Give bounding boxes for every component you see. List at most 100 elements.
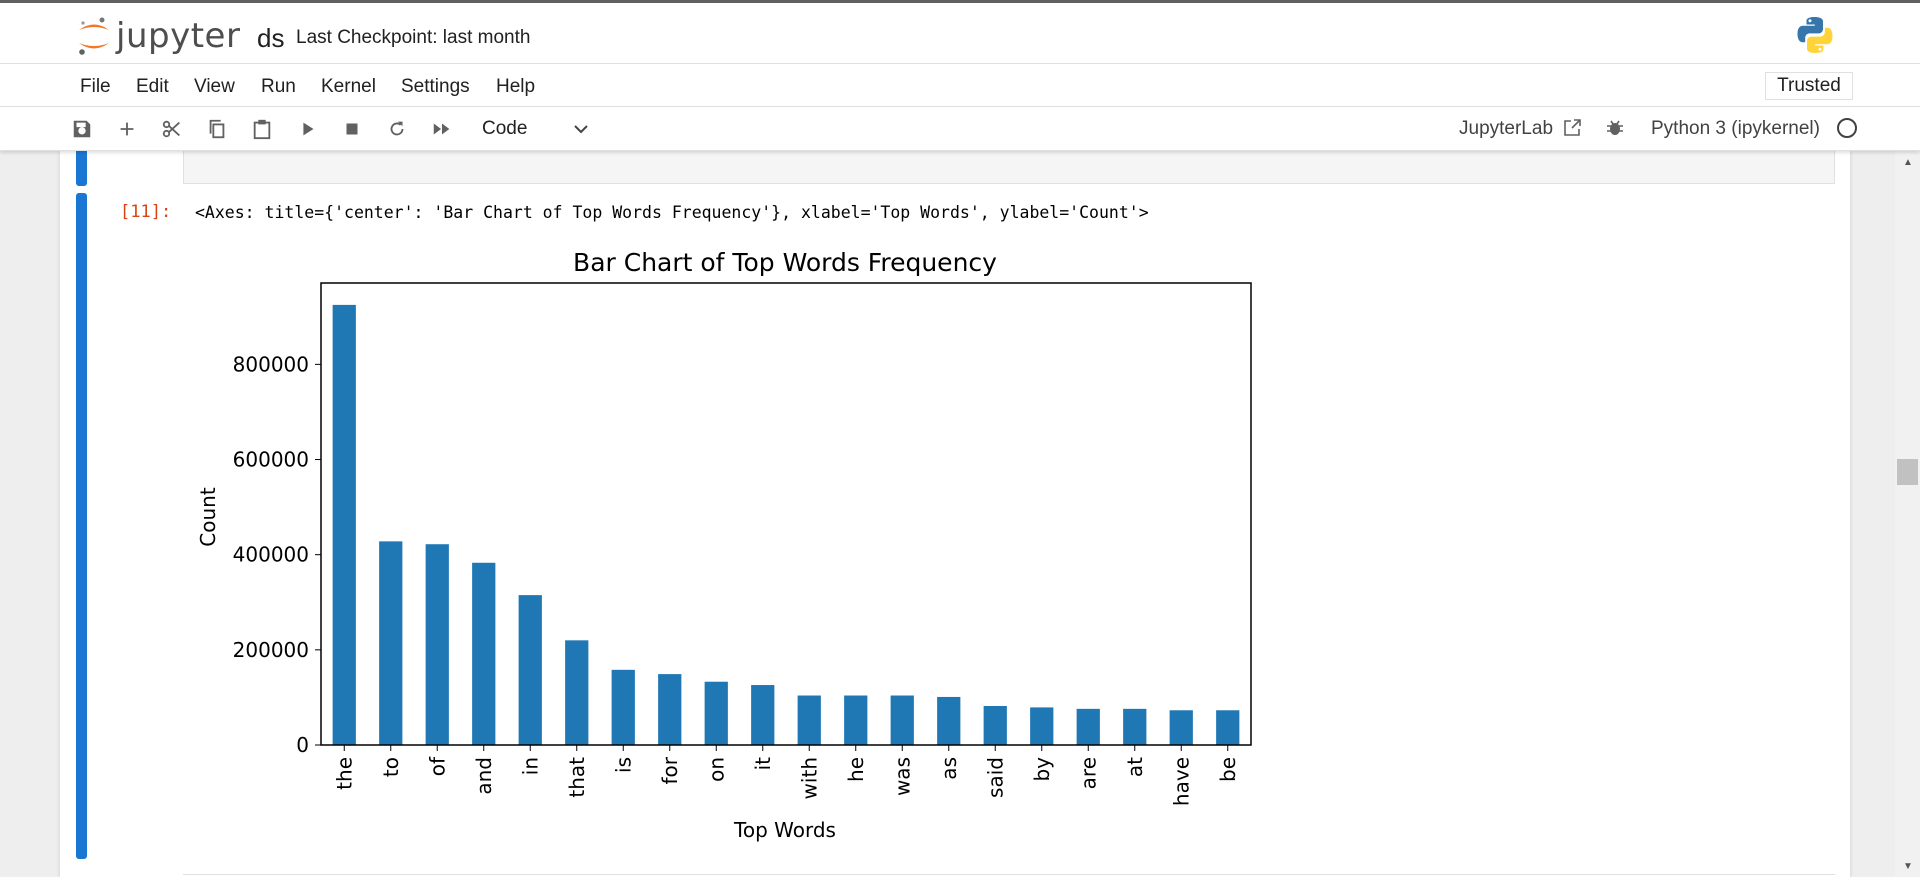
save-icon: [73, 120, 91, 138]
bar-of: [425, 544, 449, 745]
x-tick-label: of: [425, 756, 449, 776]
scroll-down-arrow[interactable]: ▼: [1903, 861, 1913, 872]
jupyterlab-link[interactable]: JupyterLab: [1459, 118, 1554, 139]
bar-and: [472, 562, 496, 745]
scrollbar-thumb[interactable]: [1897, 459, 1918, 485]
bar-the: [332, 304, 356, 745]
copy-icon: [209, 119, 225, 139]
cell-type-value: Code: [482, 118, 528, 139]
x-tick-label: and: [472, 757, 496, 795]
y-tick-label: 800000: [233, 352, 309, 376]
bar-to: [379, 541, 403, 745]
menu-settings[interactable]: Settings: [401, 76, 470, 97]
scissors-icon: [162, 120, 180, 138]
bar-have: [1169, 710, 1193, 745]
save-button[interactable]: [68, 115, 96, 143]
checkpoint-status: Last Checkpoint: last month: [296, 27, 531, 48]
copy-button[interactable]: [203, 115, 231, 143]
output-text: <Axes: title={'center': 'Bar Chart of To…: [195, 203, 1149, 222]
x-tick-label: with: [797, 757, 821, 799]
paste-icon: [253, 119, 271, 140]
cell-type-select[interactable]: Code: [470, 115, 600, 143]
kernel-name[interactable]: Python 3 (ipykernel): [1651, 118, 1820, 139]
debugger-bug-icon[interactable]: [1605, 118, 1625, 138]
cut-button[interactable]: [158, 115, 186, 143]
interrupt-button[interactable]: [338, 115, 366, 143]
paste-button[interactable]: [248, 115, 276, 143]
previous-cell-collapser[interactable]: [76, 151, 87, 186]
x-tick-label: on: [704, 757, 728, 782]
bar-at: [1123, 708, 1147, 745]
menu-kernel[interactable]: Kernel: [321, 76, 376, 97]
header-bar: jupyter ds Last Checkpoint: last month: [0, 0, 1920, 64]
bar-for: [658, 674, 682, 745]
x-tick-label: to: [379, 757, 403, 777]
jupyter-logo-icon: [79, 17, 109, 55]
x-tick-label: was: [890, 757, 914, 796]
x-tick-label: for: [658, 756, 682, 784]
x-tick-label: as: [937, 757, 961, 780]
cell-collapser[interactable]: [76, 193, 87, 859]
bar-be: [1216, 710, 1240, 745]
bar-as: [937, 696, 961, 745]
plus-icon: [120, 122, 134, 136]
run-button[interactable]: [294, 115, 322, 143]
bar-chart: Bar Chart of Top Words Frequency Count T…: [196, 248, 1252, 842]
menu-help[interactable]: Help: [496, 76, 536, 97]
menu-file[interactable]: File: [80, 76, 111, 97]
kernel-status-icon: [1837, 118, 1857, 138]
scrollbar-track[interactable]: [1895, 151, 1920, 877]
bar-by: [1030, 707, 1054, 745]
y-tick-label: 200000: [233, 638, 309, 662]
trusted-indicator[interactable]: Trusted: [1765, 72, 1853, 100]
menu-view[interactable]: View: [194, 76, 235, 97]
output-prompt: [11]:: [120, 202, 172, 222]
y-tick-label: 600000: [233, 448, 309, 472]
plot-frame: [320, 282, 1252, 746]
scroll-up-arrow[interactable]: ▲: [1903, 157, 1913, 168]
bar-it: [751, 685, 775, 745]
notebook-toolbar: Code JupyterLab Python 3 (ipykernel): [0, 107, 1920, 151]
menu-edit[interactable]: Edit: [136, 76, 169, 97]
x-tick-label: the: [332, 757, 356, 790]
x-tick-label: it: [751, 757, 775, 771]
chart-x-axis-label: Top Words: [733, 818, 836, 842]
x-tick-label: by: [1030, 757, 1054, 782]
refresh-icon: [390, 121, 404, 136]
bar-is: [611, 669, 635, 745]
chart-title: Bar Chart of Top Words Frequency: [573, 248, 997, 277]
stop-icon: [346, 123, 358, 135]
x-tick-label: have: [1169, 757, 1193, 806]
x-tick-label: said: [983, 757, 1007, 798]
play-icon: [303, 122, 314, 136]
bar-in: [518, 595, 542, 745]
restart-run-all-button[interactable]: [428, 115, 456, 143]
add-cell-button[interactable]: [113, 115, 141, 143]
jupyter-logo[interactable]: jupyter: [76, 15, 240, 57]
python-logo-icon: [1797, 17, 1833, 53]
x-tick-label: be: [1216, 757, 1240, 782]
bar-he: [844, 695, 868, 745]
x-tick-label: he: [844, 757, 868, 782]
bar-on: [704, 681, 728, 745]
bar-are: [1076, 708, 1100, 745]
bar-was: [890, 695, 914, 745]
x-tick-label: at: [1123, 757, 1147, 777]
previous-cell-input[interactable]: [183, 151, 1835, 184]
bar-that: [565, 640, 589, 745]
menu-run[interactable]: Run: [261, 76, 296, 97]
menu-bar: File Edit View Run Kernel Settings Help …: [0, 64, 1920, 107]
logo-text: jupyter: [116, 16, 241, 56]
chevron-down-icon: [574, 125, 588, 134]
bar-with: [797, 695, 821, 745]
notebook-name[interactable]: ds: [257, 23, 285, 53]
y-tick-label: 0: [296, 733, 309, 757]
external-link-icon: [1564, 119, 1581, 136]
x-tick-label: in: [518, 757, 542, 775]
bar-said: [983, 705, 1007, 745]
notebook-panel: [60, 151, 1850, 877]
next-cell-border: [183, 874, 1835, 875]
y-tick-label: 400000: [233, 543, 309, 567]
x-tick-label: that: [565, 757, 589, 798]
restart-button[interactable]: [383, 115, 411, 143]
